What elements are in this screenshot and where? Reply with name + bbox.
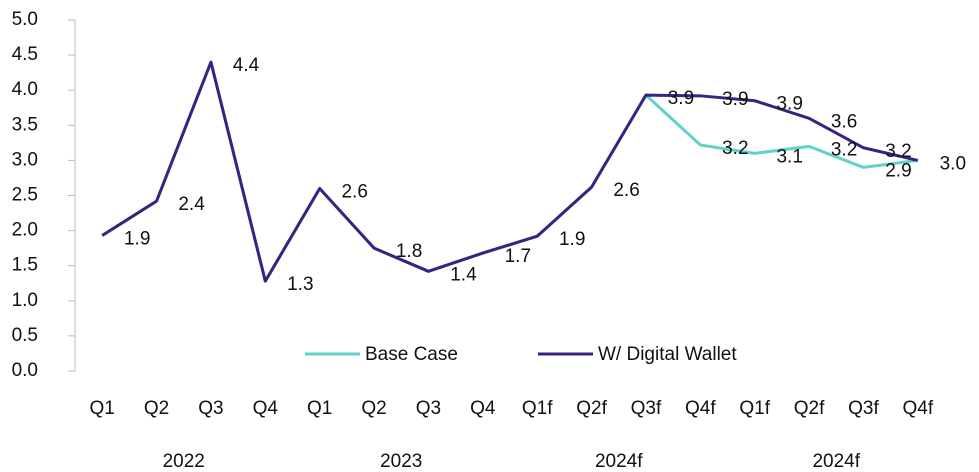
y-tick-label: 1.0 — [12, 290, 38, 311]
x-tick-label: Q2f — [576, 398, 607, 419]
group-label: 2024f — [812, 451, 860, 472]
y-tick-label: 0.5 — [12, 325, 38, 346]
x-tick-label: Q4f — [903, 398, 934, 419]
data-label: 3.0 — [940, 153, 966, 174]
x-tick-label: Q3f — [631, 398, 662, 419]
data-label: 1.8 — [396, 241, 422, 262]
x-tick-label: Q1 — [90, 398, 115, 419]
group-label: 2022 — [163, 451, 205, 472]
legend-label: Base Case — [365, 344, 458, 365]
data-label: 1.3 — [287, 274, 313, 295]
data-label: 3.9 — [776, 94, 802, 115]
x-tick-label: Q3 — [198, 398, 223, 419]
x-tick-label: Q1f — [522, 398, 553, 419]
x-tick-label: Q1f — [739, 398, 770, 419]
y-tick-label: 3.5 — [12, 114, 38, 135]
y-tick-label: 2.5 — [12, 185, 38, 206]
x-tick-label: Q2f — [794, 398, 825, 419]
data-label: 2.9 — [885, 160, 911, 181]
data-label: 3.2 — [722, 138, 748, 159]
y-tick-label: 3.0 — [12, 149, 38, 170]
data-label: 2.4 — [178, 194, 205, 215]
series-line — [101, 60, 919, 283]
data-label: 2.6 — [613, 180, 639, 201]
data-label: 3.2 — [831, 139, 857, 160]
x-tick-label: Q3f — [848, 398, 879, 419]
data-label: 1.9 — [124, 229, 150, 250]
data-label: 3.2 — [885, 141, 911, 162]
group-label: 2024f — [595, 451, 643, 472]
data-label: 2.6 — [341, 181, 367, 202]
x-tick-label: Q2 — [144, 398, 169, 419]
data-label: 3.6 — [831, 111, 857, 132]
x-tick-label: Q2 — [361, 398, 386, 419]
data-label: 4.4 — [233, 55, 260, 76]
y-tick-label: 4.0 — [12, 79, 38, 100]
data-label: 3.1 — [776, 146, 802, 167]
data-label: 1.4 — [450, 264, 477, 285]
data-label: 3.9 — [722, 89, 748, 110]
x-tick-label: Q3 — [416, 398, 441, 419]
y-tick-label: 2.0 — [12, 220, 38, 241]
y-tick-label: 5.0 — [12, 9, 38, 30]
group-label: 2023 — [380, 451, 422, 472]
data-label: 3.9 — [668, 88, 694, 109]
legend-label: W/ Digital Wallet — [598, 344, 737, 365]
y-tick-label: 4.5 — [12, 44, 38, 65]
y-tick-label: 0.0 — [12, 360, 38, 381]
x-tick-label: Q4 — [470, 398, 496, 419]
data-label: 1.7 — [505, 246, 531, 267]
x-tick-label: Q4f — [685, 398, 716, 419]
data-label: 1.9 — [559, 229, 585, 250]
y-tick-label: 1.5 — [12, 255, 38, 276]
x-tick-label: Q4 — [253, 398, 279, 419]
x-tick-label: Q1 — [307, 398, 332, 419]
